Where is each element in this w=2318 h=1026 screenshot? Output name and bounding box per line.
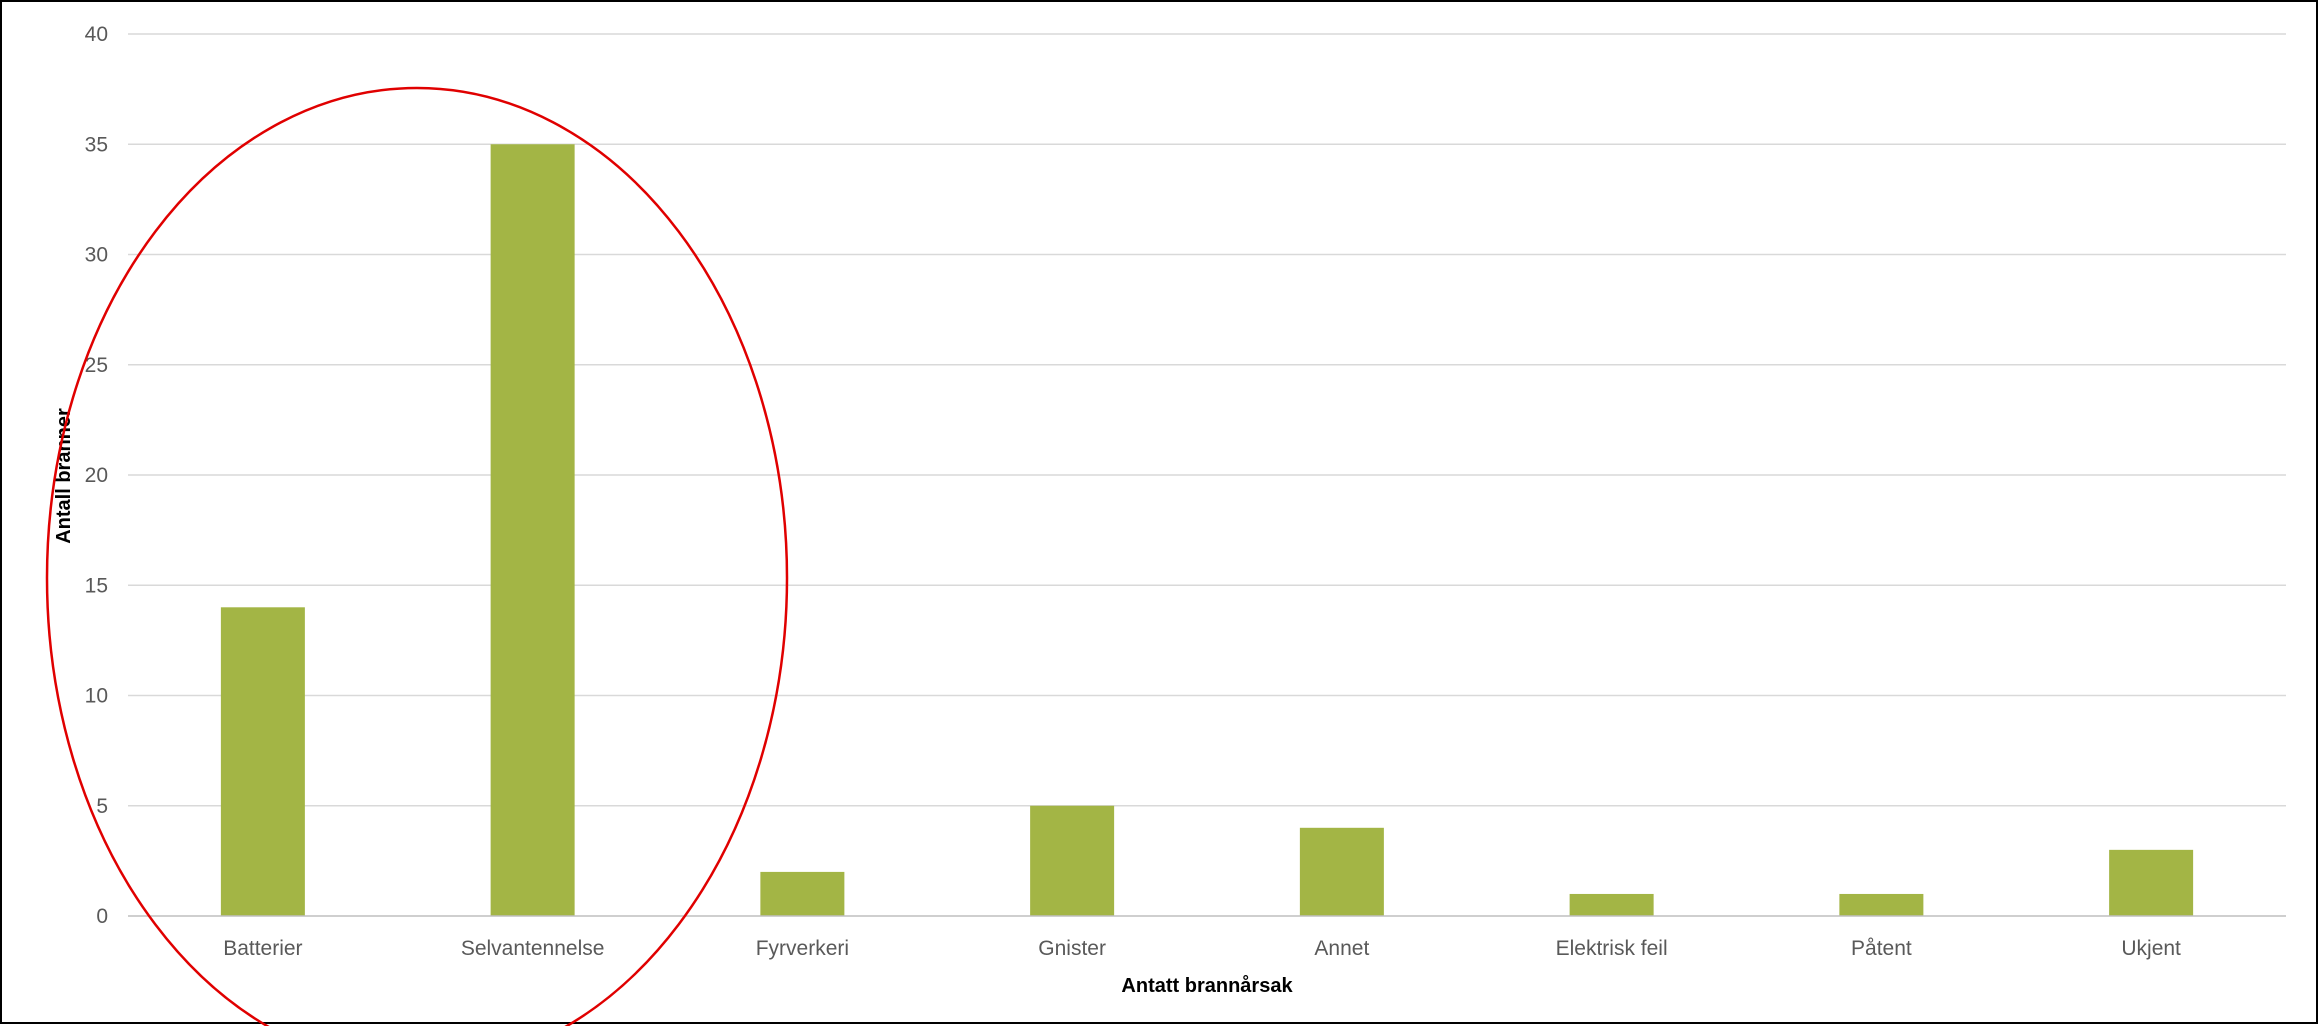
x-tick-label: Påtent	[1851, 937, 1912, 960]
x-axis-ticks: Batterier Selvantennelse Fyrverkeri Gnister…	[223, 937, 2181, 960]
bar	[1839, 893, 1924, 916]
y-tick-label: 10	[85, 685, 108, 708]
y-tick-label: 5	[96, 795, 108, 818]
y-axis-title: Antall branner	[53, 408, 75, 544]
bar	[760, 871, 845, 916]
x-tick-label: Selvantennelse	[461, 937, 605, 960]
x-tick-label: Gnister	[1038, 937, 1106, 960]
y-tick-label: 0	[96, 905, 108, 928]
y-tick-label: 40	[85, 23, 108, 46]
x-tick-label: Elektrisk feil	[1556, 937, 1668, 960]
bar	[1299, 827, 1384, 916]
gridlines	[128, 33, 2286, 807]
y-tick-label: 35	[85, 133, 108, 156]
y-tick-label: 30	[85, 244, 108, 267]
x-tick-label: Batterier	[223, 937, 302, 960]
bar	[220, 607, 305, 916]
bar	[490, 144, 575, 916]
y-tick-label: 15	[85, 574, 108, 597]
x-tick-label: Fyrverkeri	[756, 937, 849, 960]
y-tick-label: 20	[85, 464, 108, 487]
bars	[220, 144, 2194, 916]
x-tick-label: Ukjent	[2121, 937, 2181, 960]
y-axis-ticks: 0 5 10 15 20 25 30 35 40	[85, 23, 108, 928]
bar	[2109, 849, 2194, 916]
highlight-ellipse	[45, 86, 789, 1026]
x-axis-title: Antatt brannårsak	[1121, 974, 1293, 997]
x-tick-label: Annet	[1314, 937, 1369, 960]
bar	[1030, 805, 1115, 916]
bar	[1569, 893, 1654, 916]
y-tick-label: 25	[85, 354, 108, 377]
